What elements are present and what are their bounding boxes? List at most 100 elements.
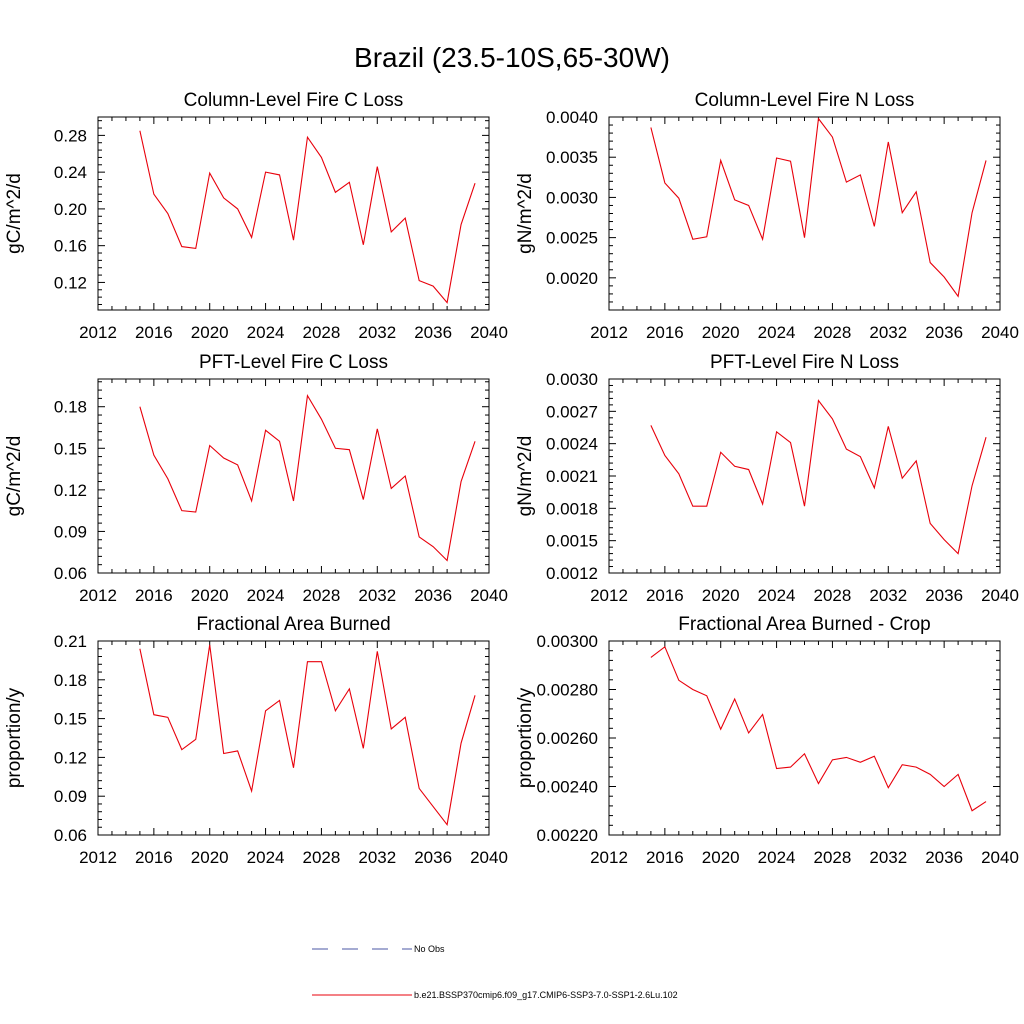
plot-frame	[608, 116, 1001, 311]
x-tick-label: 2024	[758, 586, 796, 605]
x-tick-label: 2024	[247, 848, 285, 867]
x-tick-label: 2012	[79, 323, 117, 342]
x-tick-label: 2028	[814, 323, 852, 342]
series-line	[139, 130, 476, 304]
x-tick-label: 2020	[191, 586, 229, 605]
panels-group: Column-Level Fire C Loss gC/m^2/d 2012 2016…	[4, 90, 1019, 867]
y-tick-label: 0.0025	[546, 229, 598, 248]
panel-pft-level-fire-c-loss: PFT-Level Fire C Loss gC/m^2/d 2012 2016 202…	[4, 352, 508, 605]
y-tick-label: 0.09	[54, 787, 87, 806]
panel-fractional-area-burned-crop: Fractional Area Burned - Crop proportion/…	[515, 614, 1019, 867]
legend: No Obs b.e21.BSSP370cmip6.f09_g17.CMIP6-…	[312, 944, 678, 1000]
x-tick-label: 2016	[135, 848, 173, 867]
x-tick-label: 2032	[358, 323, 396, 342]
x-tick-label: 2036	[414, 323, 452, 342]
panel-title: Fractional Area Burned - Crop	[678, 614, 930, 635]
y-tick-label: 0.0040	[546, 108, 598, 127]
series-line	[139, 644, 476, 826]
y-tick-label: 0.0035	[546, 148, 598, 167]
plot-frame	[608, 378, 1001, 574]
panel-title: PFT-Level Fire C Loss	[199, 352, 388, 373]
y-tick-label: 0.24	[54, 163, 87, 182]
x-tick-label: 2032	[869, 848, 907, 867]
x-tick-label: 2032	[869, 586, 907, 605]
x-tick-label: 2036	[925, 323, 963, 342]
plot-frame	[97, 378, 490, 574]
plot-frame	[97, 116, 490, 311]
legend-label-no-obs: No Obs	[414, 944, 445, 954]
x-tick-label: 2040	[981, 586, 1019, 605]
x-tick-label: 2024	[247, 323, 285, 342]
y-axis-label: proportion/y	[4, 687, 25, 788]
x-tick-label: 2012	[590, 848, 628, 867]
y-tick-label: 0.00280	[537, 681, 598, 700]
x-tick-label: 2020	[702, 586, 740, 605]
x-tick-label: 2016	[135, 323, 173, 342]
series-line	[650, 117, 987, 298]
x-tick-label: 2028	[303, 848, 341, 867]
x-tick-label: 2036	[925, 848, 963, 867]
y-tick-label: 0.12	[54, 481, 87, 500]
y-tick-label: 0.06	[54, 564, 87, 583]
series-line	[650, 399, 987, 555]
series-line	[650, 645, 987, 812]
y-tick-label: 0.16	[54, 237, 87, 256]
y-tick-label: 0.00220	[537, 826, 598, 845]
y-axis-label: gN/m^2/d	[515, 173, 536, 254]
x-tick-label: 2016	[646, 586, 684, 605]
x-tick-label: 2024	[758, 848, 796, 867]
y-tick-label: 0.15	[54, 439, 87, 458]
y-tick-label: 0.00300	[537, 632, 598, 651]
x-tick-label: 2016	[646, 848, 684, 867]
y-tick-label: 0.09	[54, 522, 87, 541]
y-tick-label: 0.06	[54, 826, 87, 845]
y-axis-label: gC/m^2/d	[4, 173, 25, 254]
y-tick-label: 0.12	[54, 273, 87, 292]
x-tick-label: 2032	[358, 586, 396, 605]
x-tick-label: 2036	[414, 586, 452, 605]
panel-title: Column-Level Fire N Loss	[695, 90, 915, 111]
y-axis-label: gN/m^2/d	[515, 436, 536, 517]
x-tick-label: 2028	[814, 848, 852, 867]
x-tick-label: 2020	[702, 323, 740, 342]
legend-label-model-run: b.e21.BSSP370cmip6.f09_g17.CMIP6-SSP3-7.…	[414, 990, 678, 1000]
x-tick-label: 2012	[79, 586, 117, 605]
y-tick-label: 0.0015	[546, 532, 598, 551]
x-tick-label: 2012	[79, 848, 117, 867]
panel-title: Fractional Area Burned	[196, 614, 390, 635]
y-tick-label: 0.28	[54, 126, 87, 145]
y-tick-label: 0.12	[54, 748, 87, 767]
plot-frame	[608, 640, 1001, 836]
x-tick-label: 2036	[414, 848, 452, 867]
panel-fractional-area-burned: Fractional Area Burned proportion/y 2012 20…	[4, 614, 508, 867]
x-tick-label: 2016	[646, 323, 684, 342]
x-tick-label: 2036	[925, 586, 963, 605]
x-tick-label: 2028	[814, 586, 852, 605]
y-tick-label: 0.0020	[546, 269, 598, 288]
y-axis-label: gC/m^2/d	[4, 436, 25, 517]
panel-title: Column-Level Fire C Loss	[184, 90, 404, 111]
x-tick-label: 2040	[981, 323, 1019, 342]
x-tick-label: 2020	[191, 323, 229, 342]
plot-frame	[97, 640, 490, 836]
x-tick-label: 2032	[869, 323, 907, 342]
y-tick-label: 0.18	[54, 671, 87, 690]
y-axis-label: proportion/y	[515, 687, 536, 788]
y-tick-label: 0.00260	[537, 729, 598, 748]
x-tick-label: 2028	[303, 586, 341, 605]
x-tick-label: 2024	[758, 323, 796, 342]
y-tick-label: 0.21	[54, 632, 87, 651]
panel-column-level-fire-c-loss: Column-Level Fire C Loss gC/m^2/d 2012 2016…	[4, 90, 508, 342]
x-tick-label: 2024	[247, 586, 285, 605]
series-line	[139, 393, 476, 562]
y-tick-label: 0.0027	[546, 402, 598, 421]
x-tick-label: 2040	[981, 848, 1019, 867]
x-tick-label: 2020	[191, 848, 229, 867]
panel-pft-level-fire-n-loss: PFT-Level Fire N Loss gN/m^2/d 2012 2016 202…	[515, 352, 1019, 605]
y-tick-label: 0.20	[54, 200, 87, 219]
figure-title: Brazil (23.5-10S,65-30W)	[354, 42, 670, 73]
x-tick-label: 2016	[135, 586, 173, 605]
y-tick-label: 0.0024	[546, 435, 598, 454]
x-tick-label: 2020	[702, 848, 740, 867]
x-tick-label: 2012	[590, 586, 628, 605]
